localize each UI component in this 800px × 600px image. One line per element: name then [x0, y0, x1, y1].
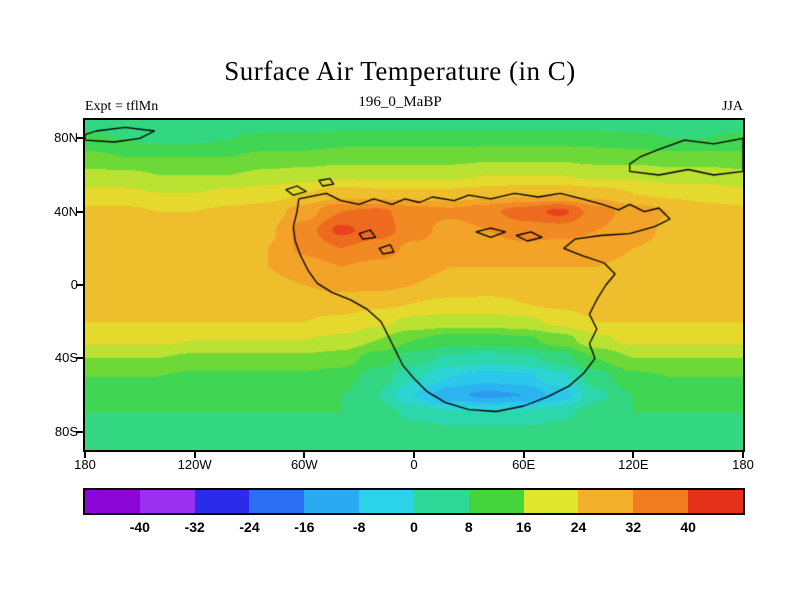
x-axis-tick-label: 0 — [410, 457, 418, 472]
colorbar-cell — [633, 490, 689, 513]
x-axis-tick-label: 180 — [74, 457, 96, 472]
y-axis-tick-mark — [76, 430, 84, 433]
x-axis-tick-label: 120W — [177, 457, 212, 472]
plot-subtitle: 196_0_MaBP — [358, 94, 442, 110]
colorbar-boundary-label: 40 — [680, 519, 696, 535]
colorbar-cell — [249, 490, 305, 513]
colorbar-boundary-label: -8 — [352, 519, 366, 535]
x-axis-tick-label: 60W — [290, 457, 318, 472]
y-axis-tick-mark — [76, 284, 84, 286]
y-axis-tick-label: 0 — [70, 277, 78, 292]
colorbar-boundary-label: -40 — [129, 519, 150, 535]
y-axis-tick-label: 80S — [54, 423, 78, 439]
temperature-map-canvas — [85, 120, 743, 450]
colorbar-cell — [413, 490, 469, 513]
x-axis-tick-label: 180 — [732, 457, 754, 472]
x-axis-tick-label: 60E — [512, 457, 536, 472]
y-axis-tick-mark — [76, 357, 84, 360]
y-axis-tick-label: 80N — [54, 130, 78, 146]
colorbar-boundary-label: 24 — [570, 519, 587, 535]
colorbar-boundary-label: 0 — [410, 519, 418, 535]
x-axis-tick-mark — [522, 450, 525, 458]
y-axis-tick-label: 40S — [54, 350, 78, 366]
x-axis-tick-mark — [84, 450, 86, 458]
colorbar-boundary-label: -16 — [294, 519, 315, 535]
colorbar-cell — [688, 490, 743, 513]
x-axis-tick-mark — [742, 450, 744, 458]
colorbar-boundary-label: 16 — [515, 519, 532, 535]
colorbar-cell — [139, 490, 195, 513]
colorbar-cell — [304, 490, 360, 513]
colorbar-cell — [359, 490, 414, 513]
colorbar-cell — [468, 490, 524, 513]
x-axis-tick-mark — [632, 450, 635, 458]
colorbar-cell — [85, 490, 140, 513]
map-plot-area — [83, 118, 745, 452]
x-axis-tick-mark — [193, 450, 196, 458]
colorbar — [83, 488, 745, 515]
season-label: JJA — [721, 99, 743, 114]
colorbar-boundary-label: 8 — [464, 519, 473, 535]
x-axis-tick-mark — [413, 450, 415, 458]
experiment-label: Expt = tflMn — [85, 99, 159, 114]
colorbar-cell — [194, 490, 250, 513]
y-axis-tick-mark — [76, 210, 84, 213]
x-axis-tick-mark — [303, 450, 306, 458]
colorbar-boundary-label: 32 — [625, 519, 642, 535]
x-axis-tick-label: 120E — [618, 457, 649, 472]
colorbar-boundary-label: -32 — [184, 519, 205, 535]
colorbar-cell — [578, 490, 634, 513]
y-axis-tick-mark — [76, 137, 84, 140]
colorbar-cell — [523, 490, 579, 513]
plot-title: Surface Air Temperature (in C) — [224, 56, 576, 86]
y-axis-tick-label: 40N — [54, 203, 78, 219]
colorbar-boundary-label: -24 — [239, 519, 260, 535]
